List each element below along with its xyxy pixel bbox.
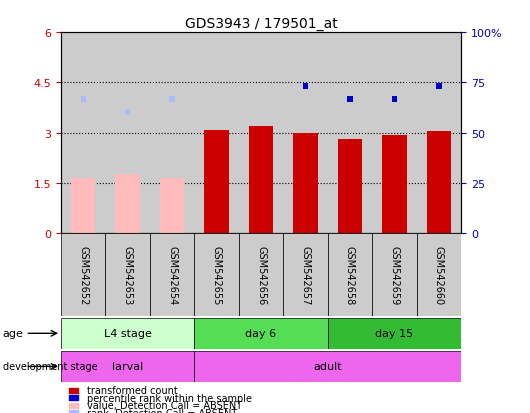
Bar [338, 139, 362, 233]
Bar [303, 83, 308, 90]
Text: day 15: day 15 [375, 328, 413, 339]
Text: GSM542656: GSM542656 [256, 245, 266, 304]
FancyBboxPatch shape [195, 351, 461, 382]
FancyBboxPatch shape [61, 318, 195, 349]
Bar [392, 97, 397, 103]
Text: age: age [3, 328, 23, 339]
FancyBboxPatch shape [61, 351, 195, 382]
Bar [71, 178, 95, 233]
Bar [150, 33, 195, 233]
Bar [105, 33, 150, 233]
Bar [170, 97, 175, 103]
Text: GSM542659: GSM542659 [390, 245, 400, 304]
Bar [81, 97, 86, 103]
Bar [61, 33, 105, 233]
Text: transformed count: transformed count [87, 385, 178, 395]
Text: adult: adult [313, 361, 342, 372]
Bar [195, 33, 239, 233]
FancyBboxPatch shape [417, 233, 461, 316]
Text: day 6: day 6 [245, 328, 277, 339]
Bar [160, 178, 184, 233]
FancyBboxPatch shape [61, 233, 105, 316]
Bar [328, 33, 372, 233]
FancyBboxPatch shape [150, 233, 195, 316]
FancyBboxPatch shape [328, 233, 372, 316]
Bar [427, 131, 451, 233]
Text: rank, Detection Call = ABSENT: rank, Detection Call = ABSENT [87, 408, 237, 413]
FancyBboxPatch shape [195, 318, 328, 349]
Text: GSM542655: GSM542655 [211, 245, 222, 304]
Title: GDS3943 / 179501_at: GDS3943 / 179501_at [184, 17, 338, 31]
FancyBboxPatch shape [105, 233, 150, 316]
Text: GSM542658: GSM542658 [345, 245, 355, 304]
Text: GSM542660: GSM542660 [434, 245, 444, 304]
FancyBboxPatch shape [239, 233, 283, 316]
FancyBboxPatch shape [195, 233, 239, 316]
Bar [116, 175, 140, 233]
Text: GSM542652: GSM542652 [78, 245, 88, 304]
Bar [372, 33, 417, 233]
Text: GSM542657: GSM542657 [301, 245, 311, 304]
Bar [347, 97, 352, 103]
Bar [125, 110, 130, 116]
Text: larval: larval [112, 361, 143, 372]
Bar [249, 126, 273, 233]
Bar [293, 133, 317, 233]
Bar [436, 83, 441, 90]
FancyBboxPatch shape [372, 233, 417, 316]
Bar [283, 33, 328, 233]
Bar [214, 3, 219, 9]
Text: percentile rank within the sample: percentile rank within the sample [87, 393, 252, 403]
Bar [382, 136, 407, 233]
Text: GSM542654: GSM542654 [167, 245, 177, 304]
FancyBboxPatch shape [328, 318, 461, 349]
Text: value, Detection Call = ABSENT: value, Detection Call = ABSENT [87, 400, 243, 410]
Text: GSM542653: GSM542653 [122, 245, 132, 304]
FancyBboxPatch shape [283, 233, 328, 316]
Bar [205, 131, 229, 233]
Bar [417, 33, 461, 233]
Text: development stage: development stage [3, 361, 98, 372]
Bar [239, 33, 283, 233]
Text: L4 stage: L4 stage [104, 328, 152, 339]
